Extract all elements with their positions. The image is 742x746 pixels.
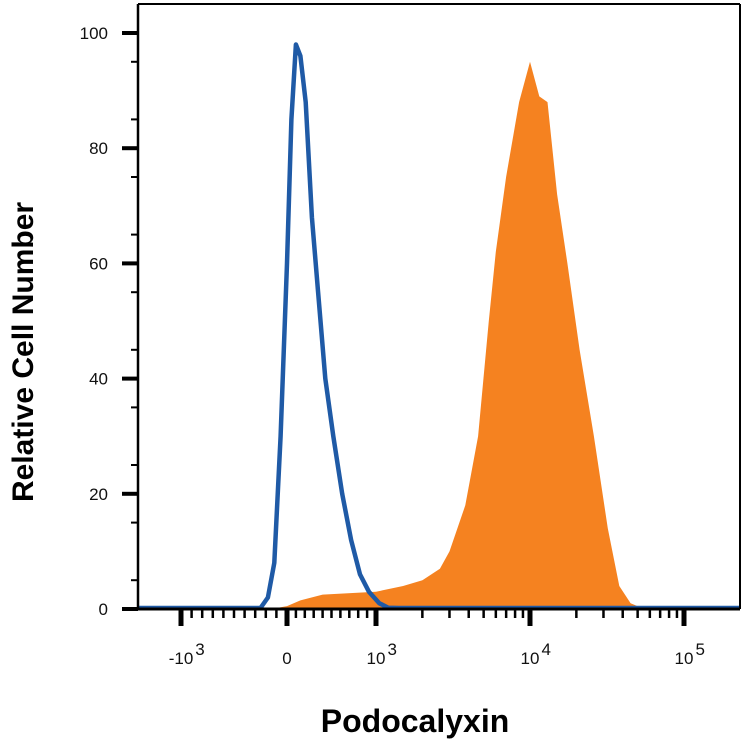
y-tick-label: 0 [99, 600, 108, 619]
x-tick-label: 10 [675, 649, 694, 668]
x-major-tick [284, 609, 290, 626]
plot-area [138, 42, 740, 611]
x-axis-title: Podocalyxin [321, 703, 510, 739]
x-major-tick [373, 609, 379, 626]
x-major-tick [681, 609, 687, 626]
y-axis-title: Relative Cell Number [7, 202, 40, 502]
x-tick-label: 10 [367, 649, 386, 668]
y-tick-label: 60 [89, 254, 108, 273]
x-major-tick [178, 609, 184, 626]
x-tick-exponent: 4 [541, 640, 550, 659]
x-tick-label: -10 [169, 649, 194, 668]
x-tick-exponent: 3 [195, 640, 204, 659]
y-tick-label: 40 [89, 370, 108, 389]
x-tick-exponent: 3 [387, 640, 396, 659]
y-tick-label: 20 [89, 485, 108, 504]
x-tick-label: 0 [282, 649, 291, 668]
y-tick-label: 80 [89, 139, 108, 158]
x-tick-exponent: 5 [695, 640, 704, 659]
x-major-tick [527, 609, 533, 626]
x-tick-label: 10 [521, 649, 540, 668]
y-tick-label: 100 [80, 24, 108, 43]
series-filled-histogram [271, 61, 644, 610]
series-outline-histogram [138, 42, 740, 611]
